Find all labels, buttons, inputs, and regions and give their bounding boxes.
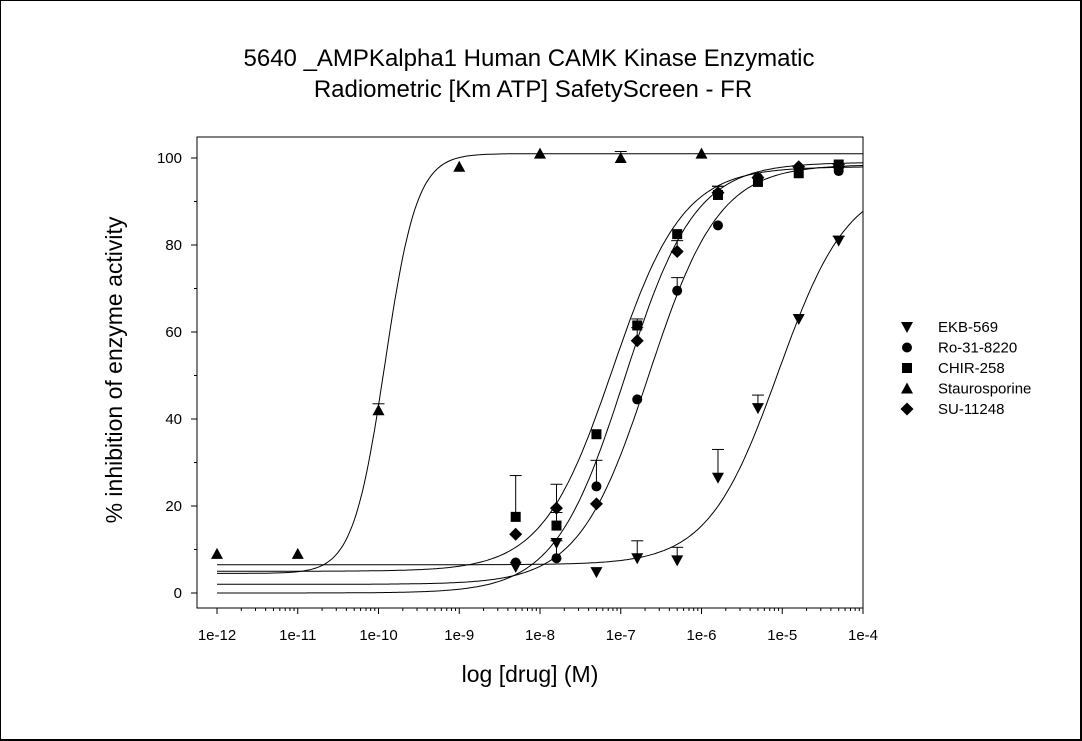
- y-axis: 0 20 40 60 80 100: [157, 137, 198, 608]
- data-point-ro-31-8220: [632, 394, 643, 405]
- data-point-su-11248: [751, 171, 765, 185]
- y-tick-label: 80: [165, 237, 182, 254]
- data-point-chir-258: [591, 429, 602, 440]
- y-axis-label: % inhibition of enzyme activity: [101, 216, 127, 523]
- data-point-ekb-569: [751, 403, 764, 415]
- data-markers: [211, 147, 846, 579]
- fit-curve-staurosporine: [217, 153, 863, 574]
- data-point-su-11248: [589, 497, 603, 511]
- data-point-chir-258: [632, 320, 643, 331]
- x-axis: 1e-12 1e-11 1e-10 1e-9 1e-8 1e-7 1e-6 1e-5 1e-4: [198, 607, 878, 644]
- error-bars: [372, 150, 845, 561]
- x-tick-label: 1e-10: [359, 627, 397, 644]
- data-point-chir-258: [510, 511, 521, 522]
- data-point-su-11248: [711, 186, 725, 200]
- data-point-su-11248: [832, 160, 846, 174]
- data-point-ekb-569: [550, 537, 563, 549]
- plot-area-frame: [196, 136, 864, 609]
- data-point-ro-31-8220: [712, 220, 723, 231]
- legend-label-staurosporine: Staurosporine: [938, 381, 1031, 398]
- legend-label-chir-258: CHIR-258: [938, 360, 1005, 377]
- x-tick-label: 1e-12: [198, 627, 236, 644]
- legend-marker-chir-258: [902, 363, 912, 373]
- data-point-ekb-569: [590, 567, 603, 579]
- x-tick-label: 1e-9: [444, 627, 474, 644]
- data-point-su-11248: [670, 245, 684, 259]
- data-point-ekb-569: [631, 553, 644, 565]
- data-point-staurosporine: [211, 547, 223, 559]
- fit-curve-chir-258: [217, 166, 863, 572]
- y-tick-label: 100: [157, 150, 182, 167]
- fit-curves: [217, 153, 864, 594]
- data-point-chir-258: [551, 520, 562, 531]
- legend-label-ekb-569: EKB-569: [938, 319, 998, 336]
- x-axis-label: log [drug] (M): [462, 661, 599, 687]
- legend: EKB-569 Ro-31-8220 CHIR-258 Staurosporine SU…: [900, 319, 1031, 418]
- y-tick-label: 0: [174, 585, 182, 602]
- legend-label-ro-31-8220: Ro-31-8220: [938, 340, 1017, 357]
- data-point-ekb-569: [711, 472, 724, 484]
- legend-marker-ro-31-8220: [902, 342, 912, 353]
- data-point-ro-31-8220: [672, 285, 683, 296]
- data-point-su-11248: [509, 527, 523, 541]
- data-point-ro-31-8220: [510, 557, 521, 568]
- y-tick-label: 40: [165, 411, 182, 428]
- legend-marker-ekb-569: [901, 322, 913, 333]
- data-point-chir-258: [672, 229, 683, 240]
- x-tick-label: 1e-5: [767, 627, 797, 644]
- data-point-su-11248: [792, 160, 806, 174]
- fit-curve-ekb-569: [217, 210, 864, 566]
- y-tick-label: 60: [165, 324, 182, 341]
- data-point-staurosporine: [534, 147, 546, 159]
- data-point-staurosporine: [695, 147, 708, 159]
- chart-title-line-2: Radiometric [Km ATP] SafetyScreen - FR: [314, 76, 752, 103]
- x-tick-label: 1e-4: [848, 627, 878, 644]
- chart-title-line-1: 5640 _AMPKalpha1 Human CAMK Kinase Enzym…: [244, 45, 815, 72]
- data-point-ro-31-8220: [591, 481, 602, 492]
- data-point-staurosporine: [372, 404, 385, 416]
- x-tick-label: 1e-7: [606, 627, 636, 644]
- data-point-staurosporine: [291, 547, 304, 559]
- legend-marker-su-11248: [900, 402, 914, 416]
- x-tick-label: 1e-8: [525, 627, 555, 644]
- x-tick-label: 1e-11: [279, 627, 316, 644]
- data-point-ro-31-8220: [551, 553, 562, 564]
- data-point-su-11248: [630, 334, 644, 348]
- data-point-staurosporine: [453, 160, 466, 172]
- x-tick-label: 1e-6: [686, 627, 716, 644]
- legend-marker-staurosporine: [901, 382, 913, 394]
- data-point-ekb-569: [832, 235, 845, 247]
- y-tick-label: 20: [165, 498, 182, 515]
- data-point-staurosporine: [614, 152, 627, 163]
- data-point-chir-258: [793, 168, 804, 179]
- data-point-ekb-569: [792, 313, 805, 325]
- legend-label-su-11248: SU-11248: [938, 401, 1004, 418]
- data-point-su-11248: [549, 501, 563, 515]
- fit-curve-su-11248: [217, 162, 864, 594]
- data-point-ekb-569: [671, 555, 684, 567]
- fit-curve-ro-31-8220: [217, 165, 863, 585]
